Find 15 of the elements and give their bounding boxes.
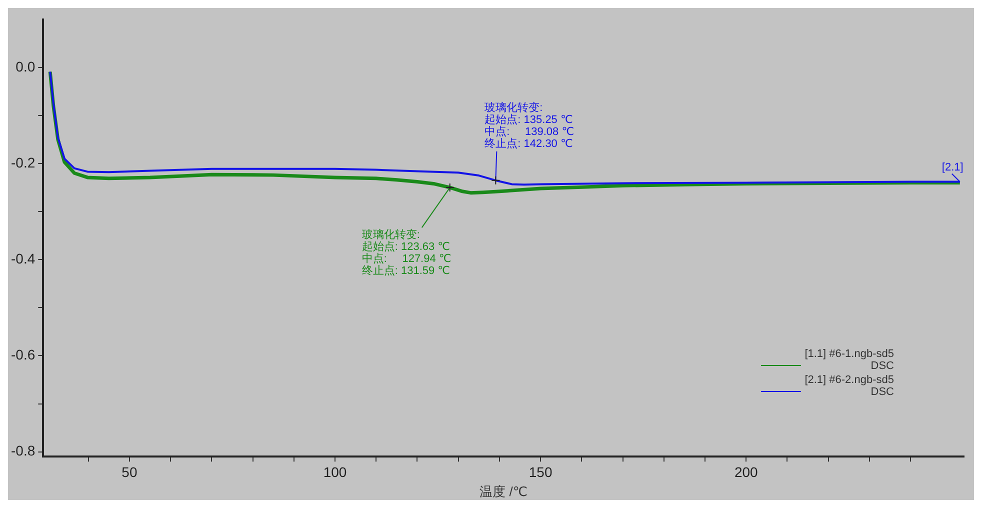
annotation: 玻璃化转变: 起始点: 123.63 ℃ 中点: 127.94 ℃ 终止点: 131.59 ℃ (362, 228, 452, 278)
y-tick-label: -0.2 (11, 154, 36, 170)
annotation: 玻璃化转变: 起始点: 135.25 ℃ 中点: 139.08 ℃ 终止点: 142.30 ℃ (484, 100, 574, 150)
x-tick-label: 50 (122, 464, 138, 480)
x-tick-label: 100 (323, 464, 347, 480)
x-axis-title: 温度 /℃ (480, 484, 528, 499)
legend-label: [1.1] #6-1.ngb-sd5 DSC (804, 348, 894, 372)
y-tick-label: 0.0 (16, 58, 36, 74)
y-tick-label: -0.6 (11, 346, 36, 363)
annotation: [2.1] (942, 161, 964, 174)
x-tick-label: 200 (734, 464, 758, 480)
y-tick-label: -0.4 (11, 250, 36, 266)
legend-label: [2.1] #6-2.ngb-sd5 DSC (804, 374, 894, 398)
y-tick-label: -0.8 (11, 442, 36, 459)
x-tick-label: 150 (528, 464, 552, 480)
